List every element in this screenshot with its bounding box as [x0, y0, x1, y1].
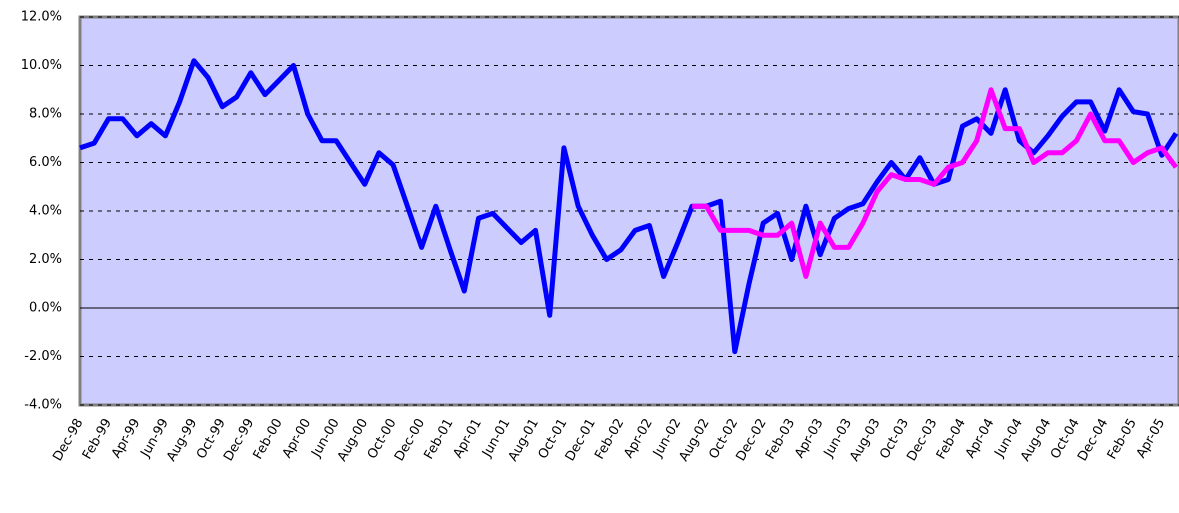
- x-tick-label: Apr-01: [451, 416, 485, 461]
- data-line: [79, 58, 1179, 355]
- y-tick-label: 2.0%: [29, 252, 62, 267]
- x-tick-label: Apr-02: [621, 416, 655, 461]
- x-tick-label: Apr-99: [109, 416, 143, 461]
- y-tick-label: -4.0%: [24, 398, 62, 413]
- y-tick-label: 0.0%: [29, 301, 62, 316]
- x-tick-label: Apr-04: [963, 416, 997, 461]
- x-tick-label: Apr-05: [1134, 416, 1168, 461]
- x-tick-label: Dec-98: [50, 416, 86, 464]
- x-tick-label: Apr-00: [280, 416, 314, 461]
- y-tick-label: 10.0%: [21, 58, 62, 73]
- y-tick-label: -2.0%: [24, 349, 62, 364]
- x-tick-label: Apr-03: [792, 416, 826, 461]
- y-tick-label: 8.0%: [29, 107, 62, 122]
- y-tick-label: 6.0%: [29, 155, 62, 170]
- data-line: [692, 87, 1179, 279]
- y-tick-label: 4.0%: [29, 204, 62, 219]
- y-tick-label: 12.0%: [21, 10, 62, 25]
